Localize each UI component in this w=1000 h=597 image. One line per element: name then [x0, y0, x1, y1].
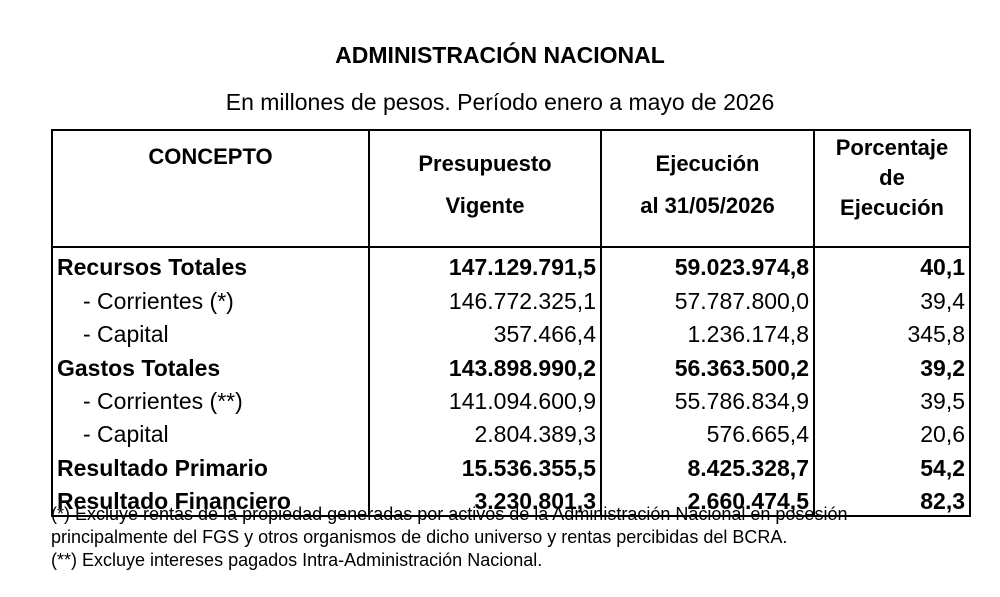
table-row: Resultado Financiero 3.230.801,3 2.660.4…	[51, 481, 971, 518]
table-header-row: CONCEPTO Presupuesto Vigente Ejecución a…	[51, 129, 971, 248]
cell-presupuesto: 2.804.389,3	[368, 414, 602, 449]
table-row: - Corrientes (*) 146.772.325,1 57.787.80…	[51, 281, 971, 315]
table-row: - Corrientes (**) 141.094.600,9 55.786.8…	[51, 381, 971, 415]
cell-presupuesto: 143.898.990,2	[368, 348, 602, 382]
cell-concepto: Gastos Totales	[51, 348, 370, 382]
cell-presupuesto: 15.536.355,5	[368, 448, 602, 482]
header-porcentaje-line2: de	[879, 165, 905, 190]
cell-presupuesto: 147.129.791,5	[368, 247, 602, 282]
table-row: Resultado Primario 15.536.355,5 8.425.32…	[51, 448, 971, 482]
cell-concepto: Recursos Totales	[51, 247, 370, 282]
cell-ejecucion: 8.425.328,7	[600, 448, 815, 482]
header-porcentaje-line3: Ejecución	[840, 195, 944, 220]
cell-concepto: - Capital	[51, 314, 370, 349]
cell-presupuesto: 141.094.600,9	[368, 381, 602, 415]
cell-concepto: - Corrientes (**)	[51, 381, 370, 415]
cell-concepto: - Capital	[51, 414, 370, 449]
cell-ejecucion: 55.786.834,9	[600, 381, 815, 415]
cell-porcentaje: 20,6	[813, 414, 971, 449]
header-presupuesto-line1: Presupuesto	[418, 151, 552, 176]
header-concepto: CONCEPTO	[51, 129, 370, 248]
budget-table: CONCEPTO Presupuesto Vigente Ejecución a…	[51, 129, 971, 518]
cell-porcentaje: 39,4	[813, 281, 971, 315]
table-row: - Capital 2.804.389,3 576.665,4 20,6	[51, 414, 971, 449]
cell-presupuesto: 3.230.801,3	[368, 481, 602, 518]
header-presupuesto: Presupuesto Vigente	[368, 129, 602, 248]
cell-ejecucion: 59.023.974,8	[600, 247, 815, 282]
header-presupuesto-line2: Vigente	[445, 193, 525, 218]
cell-concepto: - Corrientes (*)	[51, 281, 370, 315]
footnote-2: (**) Excluye intereses pagados Intra-Adm…	[51, 550, 543, 570]
cell-porcentaje: 345,8	[813, 314, 971, 349]
footnote-1-line-2: principalmente del FGS y otros organismo…	[51, 527, 788, 547]
header-porcentaje: Porcentaje de Ejecución	[813, 129, 971, 248]
page-title: ADMINISTRACIÓN NACIONAL	[335, 42, 665, 68]
footnotes: (*) Excluye rentas de la propiedad gener…	[51, 503, 981, 572]
cell-ejecucion: 2.660.474,5	[600, 481, 815, 518]
cell-concepto: Resultado Financiero	[51, 481, 370, 518]
footnote-1-line-1: (*) Excluye rentas de la propiedad gener…	[51, 504, 848, 524]
table-row: Gastos Totales 143.898.990,2 56.363.500,…	[51, 348, 971, 382]
cell-presupuesto: 357.466,4	[368, 314, 602, 349]
cell-porcentaje: 82,3	[813, 481, 971, 518]
cell-presupuesto: 146.772.325,1	[368, 281, 602, 315]
header-ejecucion: Ejecución al 31/05/2026	[600, 129, 815, 248]
table-row: Recursos Totales 147.129.791,5 59.023.97…	[51, 247, 971, 282]
cell-porcentaje: 39,5	[813, 381, 971, 415]
page-subtitle: En millones de pesos. Período enero a ma…	[225, 89, 775, 115]
cell-porcentaje: 40,1	[813, 247, 971, 282]
cell-ejecucion: 1.236.174,8	[600, 314, 815, 349]
cell-porcentaje: 39,2	[813, 348, 971, 382]
header-porcentaje-line1: Porcentaje	[835, 135, 949, 160]
header-ejecucion-line2: al 31/05/2026	[640, 193, 775, 218]
cell-ejecucion: 56.363.500,2	[600, 348, 815, 382]
cell-ejecucion: 576.665,4	[600, 414, 815, 449]
cell-concepto: Resultado Primario	[51, 448, 370, 482]
cell-porcentaje: 54,2	[813, 448, 971, 482]
cell-ejecucion: 57.787.800,0	[600, 281, 815, 315]
header-ejecucion-line1: Ejecución	[655, 151, 760, 176]
table-row: - Capital 357.466,4 1.236.174,8 345,8	[51, 314, 971, 349]
